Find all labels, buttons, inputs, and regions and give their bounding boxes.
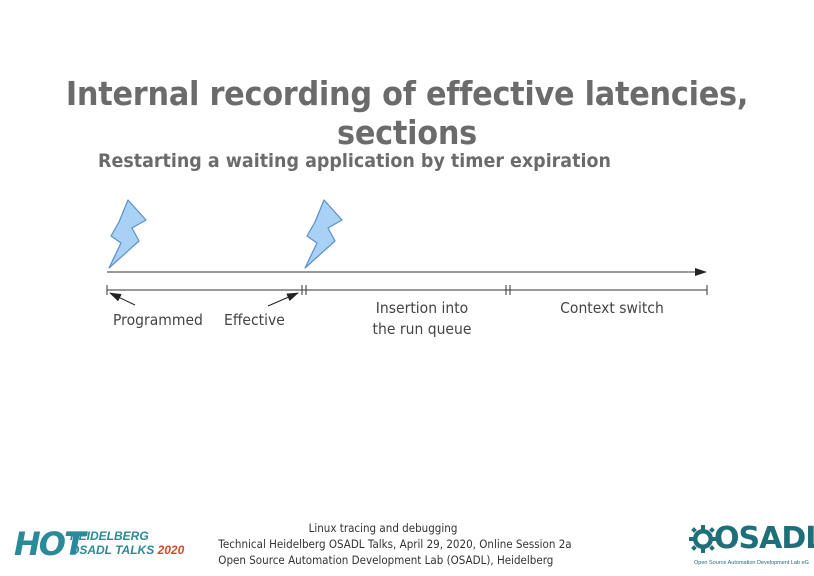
slide-title: Internal recording of effective latencie…: [65, 74, 749, 152]
hot-logo: HOT HEIDELBERG OSADL TALKS 2020: [14, 528, 186, 562]
footer: Linux tracing and debugging Technical He…: [200, 520, 572, 568]
lightning-bolt-icon: [108, 199, 147, 269]
hot-logo-year: 2020: [157, 543, 185, 557]
lightning-bolt-icon: [304, 199, 343, 269]
osadl-logo-text: OSADL: [714, 521, 814, 556]
hot-logo-mark: HOT: [14, 525, 86, 563]
hot-logo-line2: OSADL TALKS 2020: [70, 543, 184, 557]
effective-pointer-arrow: [267, 292, 299, 307]
programmed-pointer-arrow: [109, 292, 136, 306]
label-effective: Effective: [224, 311, 285, 329]
osadl-logo: OSADL Open Source Automation Development…: [688, 520, 814, 570]
label-insertion-line2: the run queue: [372, 320, 472, 338]
label-programmed: Programmed: [113, 311, 203, 329]
osadl-logo-tagline: Open Source Automation Development Lab e…: [694, 560, 809, 566]
label-insertion-line1: Insertion into: [375, 299, 469, 317]
footer-line-2: Technical Heidelberg OSADL Talks, April …: [218, 537, 572, 551]
slide-subtitle: Restarting a waiting application by time…: [98, 150, 611, 172]
hot-logo-line1: HEIDELBERG: [70, 529, 149, 543]
hot-logo-talks: OSADL TALKS: [70, 543, 155, 557]
label-context-switch: Context switch: [560, 299, 664, 317]
footer-line-3: Open Source Automation Development Lab (…: [218, 553, 554, 567]
osadl-gear-icon: [689, 525, 717, 553]
footer-line-1: Linux tracing and debugging: [308, 521, 458, 535]
